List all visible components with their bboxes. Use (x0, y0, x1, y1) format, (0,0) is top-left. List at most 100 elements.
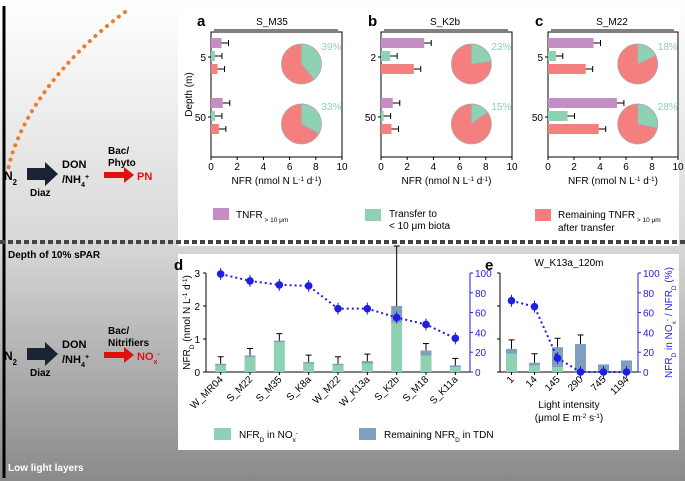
bar-remaining-tdn (506, 348, 517, 354)
label-n2: N2 (4, 349, 18, 367)
text-run: D (671, 285, 678, 290)
text-run: 6 (623, 162, 629, 173)
text-run: ) (600, 413, 603, 424)
bar-remaining-tdn (273, 340, 285, 343)
x-tick-label: 2 (571, 162, 577, 173)
pie-percent-label: 15% (491, 102, 511, 113)
bar-nfrd-nox (552, 367, 563, 372)
ratio-point (275, 281, 284, 289)
bar-remaining-tdn (575, 343, 586, 372)
text-run: 20 (643, 348, 655, 359)
bar-remaining-tdn (215, 363, 227, 366)
text-run: 20 (475, 348, 487, 359)
label-diaz: Diaz (30, 188, 51, 199)
y2-tick-label: 40 (475, 328, 487, 339)
text-run: d (182, 284, 193, 292)
text-run: /NH (62, 174, 81, 186)
text-run: ) (488, 176, 491, 187)
text-run: TNFR (236, 210, 263, 221)
text-run: 1 (194, 335, 200, 346)
side-panel: High light layers Depth of 10% sPAR Low li… (4, 6, 160, 474)
text-run: -1 (182, 292, 189, 298)
legend-top: TNFR > 10 μm Transfer to< 10 μm biota Rema… (213, 208, 661, 234)
pie-percent-label: 18% (658, 42, 678, 53)
bar-remaining-tdn (303, 362, 315, 364)
text-run: -1 (649, 176, 655, 183)
legend-bottom: NFRD in NOx- Remaining NFRD in TDN (214, 428, 494, 444)
text-run: > 10 μm (635, 217, 661, 224)
text-run: PN (137, 171, 152, 183)
text-run: < 10 μm biota (389, 221, 451, 232)
x-tick-label: 0 (208, 162, 214, 173)
y-axis-label: NFRD (nmol N L-1 d-1) (182, 275, 196, 370)
legend-label-nfrd-nox: NFRD in NOx- (239, 430, 298, 444)
text-run: Bac/ (108, 146, 129, 157)
label-high-light: High light layers (8, 6, 86, 17)
text-run: a (197, 13, 206, 30)
text-run: -1 (594, 413, 600, 420)
y2-tick-label: 80 (475, 289, 487, 300)
text-run: Phyto (108, 158, 136, 169)
y-tick-label: 3 (194, 269, 200, 280)
bar-tnfr (211, 38, 222, 48)
bar-tnfr (548, 38, 594, 48)
pie-transfer-slice (470, 103, 489, 125)
text-run: 15% (491, 102, 511, 113)
text-run: x (154, 358, 158, 366)
text-run: 23% (491, 42, 511, 53)
text-run: 8 (483, 162, 489, 173)
text-run: 0 (194, 368, 200, 379)
x-axis-label-2: (μmol E m-2 s-1) (535, 413, 603, 425)
legend-swatch-transfer (365, 209, 381, 221)
label-actor-1: Bac/ (108, 326, 129, 337)
x-tick-label: 8 (483, 162, 489, 173)
bar-transfer (548, 51, 556, 61)
text-run: N (4, 169, 13, 183)
pie-transfer-slice (637, 103, 659, 129)
x-tick-label: 6 (457, 162, 463, 173)
legend-swatch-remaining (535, 209, 551, 221)
text-run: 50 (195, 113, 207, 124)
pie-transfer-slice (300, 103, 322, 135)
label-low-light: Low light layers (8, 463, 84, 474)
legend-swatch-nfrd-nox (214, 428, 231, 440)
x-tick-label: 8 (313, 162, 319, 173)
bar-remaining (548, 124, 599, 134)
pie-transfer-slice (300, 43, 322, 80)
text-run: -2 (581, 413, 587, 420)
bar-remaining (381, 64, 414, 74)
legend-label-transfer-2: < 10 μm biota (389, 221, 451, 232)
chart-title: S_M35 (256, 17, 288, 28)
bar-remaining-tdn (244, 355, 256, 358)
text-run: + (85, 353, 89, 361)
x-axis-label-1: Light intensity (538, 400, 599, 411)
x-tick-label: 0 (545, 162, 551, 173)
text-run: 100 (643, 269, 660, 280)
ratio-point (422, 320, 430, 329)
text-run: / NFR (664, 290, 675, 319)
text-run: NFR (239, 430, 260, 441)
text-run: 2 (13, 358, 18, 367)
x-tick-label: 4 (261, 162, 267, 173)
text-run: High light layers (8, 6, 86, 17)
label-actor-2: Phyto (108, 158, 136, 169)
label-product: NOx- (137, 350, 160, 366)
x-tick-label: 4 (597, 162, 603, 173)
y-tick-label: 50 (195, 113, 207, 124)
bar-remaining (211, 64, 218, 74)
text-run: 80 (475, 289, 487, 300)
text-run: 2 (194, 302, 200, 313)
x-tick-label: 6 (287, 162, 293, 173)
text-run: d (174, 257, 183, 274)
text-run: DON (62, 159, 87, 171)
text-run: d (641, 176, 649, 187)
text-run: 60 (475, 309, 487, 320)
bar-nfrd-nox (420, 355, 432, 372)
text-run: Depth (m) (184, 72, 195, 116)
text-run: -1 (468, 176, 474, 183)
text-run: 3 (194, 269, 200, 280)
text-run: 4 (81, 361, 85, 369)
bar-nfrd-nox (361, 363, 373, 372)
bar-transfer (548, 111, 568, 121)
